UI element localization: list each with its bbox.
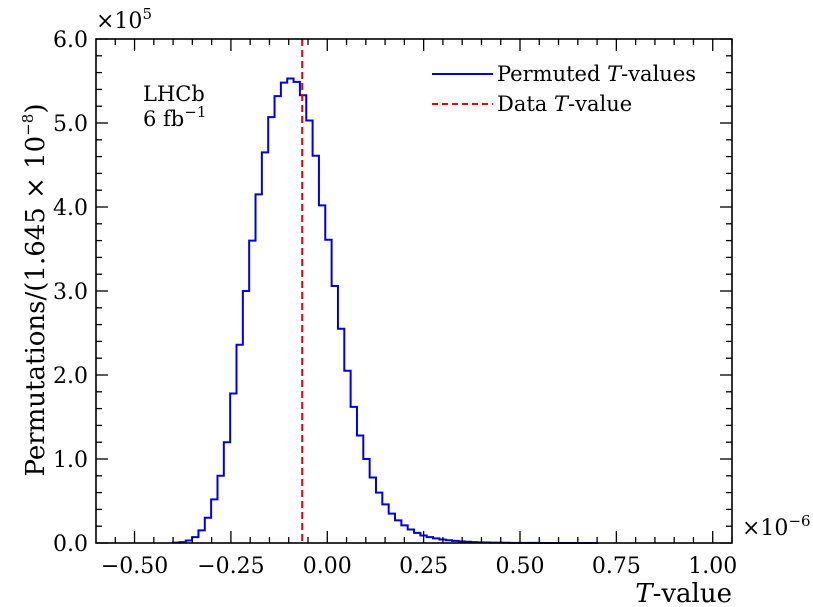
luminosity-base: 6 fb xyxy=(143,107,184,131)
series-permuted-t-values xyxy=(172,77,598,544)
legend-label-data: Data T-value xyxy=(497,92,632,116)
y-tick-label: 6.0 xyxy=(53,28,88,53)
luminosity-exponent: −1 xyxy=(184,103,206,121)
ticks-layer: −0.50 −0.25 0.00 0.25 0.50 0.75 1.00 0.0 1.0 2.0 3… xyxy=(53,28,737,579)
x-tick-label: 0.50 xyxy=(496,554,545,579)
annotation-experiment: LHCb xyxy=(143,82,205,106)
x-axis-multiplier: ×10−6 xyxy=(742,512,811,541)
annotation-luminosity: 6 fb−1 xyxy=(143,103,206,131)
y-tick-label: 4.0 xyxy=(53,196,88,221)
y-axis-title: Permutations/(1.645 × 10−8) xyxy=(19,103,51,476)
legend: Permuted T-values Data T-value xyxy=(432,62,696,116)
legend-label-permuted: Permuted T-values xyxy=(497,62,696,86)
x-tick-label: −0.50 xyxy=(101,554,168,579)
y-tick-label: 3.0 xyxy=(53,280,88,305)
histogram-layer xyxy=(172,77,598,544)
y-tick-label: 0.0 xyxy=(53,532,88,557)
y-tick-label: 5.0 xyxy=(53,112,88,137)
x-tick-label: −0.25 xyxy=(197,554,264,579)
y-tick-label: 1.0 xyxy=(53,448,88,473)
y-axis-multiplier: ×105 xyxy=(96,5,152,34)
x-tick-label: 0.75 xyxy=(592,554,641,579)
x-axis-title: T-value xyxy=(635,579,732,607)
x-tick-label: 0.25 xyxy=(399,554,448,579)
y-tick-label: 2.0 xyxy=(53,364,88,389)
x-tick-label: 0.00 xyxy=(303,554,352,579)
x-tick-label: 1.00 xyxy=(688,554,737,579)
